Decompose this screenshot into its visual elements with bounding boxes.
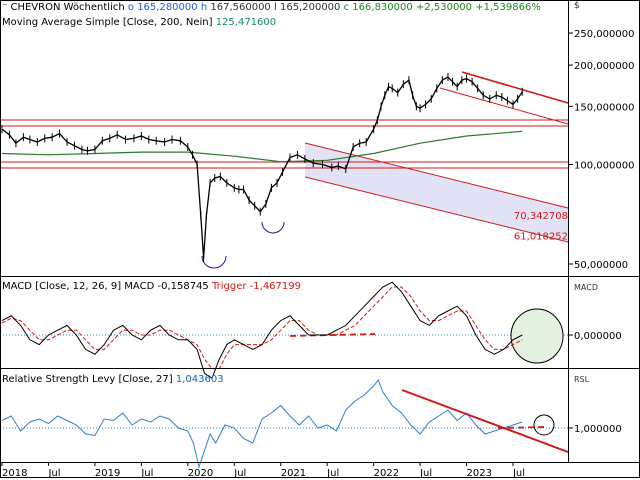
trend-upper-line <box>461 71 569 104</box>
sma-value: 125,471600 <box>215 17 277 28</box>
x-tick-label: Jul <box>512 468 525 479</box>
macd-unit-label: MACD <box>574 283 598 292</box>
x-tick-label: Jul <box>326 468 339 479</box>
price-header: ⁻ CHEVRON Wöchentlich o 165,280000 h 167… <box>2 2 541 14</box>
low-label: l <box>274 2 277 13</box>
channel-upper-line <box>304 142 569 209</box>
rsl-params: [Close, 27] <box>118 374 173 385</box>
sma-header: Moving Average Simple [Close, 200, Nein]… <box>2 17 276 29</box>
channel-lower-line <box>304 176 569 243</box>
price-panel: 250,000000 200,000000 150,000000 100,000000… <box>0 29 634 271</box>
rsl-ytick-label: 1,000000 <box>574 424 622 435</box>
rsl-line <box>1 378 523 469</box>
x-tick-label: 2018 <box>2 468 27 479</box>
x-tick-label: 2021 <box>281 468 306 479</box>
price-ytick-label: 150,000000 <box>574 102 634 113</box>
currency-label: $ <box>574 1 580 11</box>
price-annotation: 61,018252 <box>514 231 568 242</box>
macd-panel: 0,000000 MACD <box>0 281 622 379</box>
rsl-trend-line <box>401 389 569 453</box>
macd-line <box>1 281 523 379</box>
macd-dashed-support <box>289 333 376 337</box>
open-label: o <box>127 2 134 13</box>
rsl-unit-label: RSL <box>574 375 590 384</box>
low-2020-arc <box>201 255 227 269</box>
open-value: 165,280000 <box>137 2 198 13</box>
x-tick-label: Jul <box>47 468 60 479</box>
sma-params: [Close, 200, Nein] <box>122 17 213 28</box>
price-annotation: 70,342708 <box>514 211 568 222</box>
x-tick-label: Jul <box>419 468 432 479</box>
price-ytick-label: 100,000000 <box>574 161 634 172</box>
x-tick-label: Jul <box>140 468 153 479</box>
change-pct-value: +1,539866% <box>475 2 541 13</box>
close-label: c <box>343 2 350 13</box>
macd-name: MACD <box>124 281 155 292</box>
macd-highlight-circle <box>510 308 564 364</box>
macd-ytick-label: 0,000000 <box>574 331 622 342</box>
change-value: +2,530000 <box>415 2 473 13</box>
macd-label: MACD <box>2 281 32 292</box>
macd-params: [Close, 12, 26, 9] <box>35 281 122 292</box>
sma-line <box>1 130 523 163</box>
high-value: 167,560000 <box>210 2 271 13</box>
rsl-highlight-circle <box>533 414 555 436</box>
close-value: 166,830000 <box>352 2 413 13</box>
trigger-label: Trigger <box>211 281 247 292</box>
x-tick-label: Jul <box>233 468 246 479</box>
x-tick-label: 2019 <box>95 468 120 479</box>
low-value: 165,200000 <box>279 2 341 13</box>
x-tick-label: 2023 <box>467 468 492 479</box>
sma-label: Moving Average Simple <box>2 17 120 28</box>
macd-value: -0,158745 <box>157 281 209 292</box>
trigger-value: -1,467199 <box>249 281 301 292</box>
macd-header: MACD [Close, 12, 26, 9] MACD -0,158745 T… <box>2 281 301 293</box>
rsl-label: Relative Strength Levy <box>2 374 116 385</box>
high-label: h <box>200 2 208 13</box>
low-2020b-arc <box>261 221 285 234</box>
trigger-line <box>1 286 523 370</box>
rsl-dashed-support <box>497 426 549 429</box>
x-axis: 2018 Jul 2019 Jul 2020 Jul 2021 Jul 2022 Jul 2023 J… <box>1 462 525 479</box>
period-label: Wöchentlich <box>63 2 125 13</box>
price-ytick-label: 250,000000 <box>574 29 634 40</box>
rsl-header: Relative Strength Levy [Close, 27] 1,043… <box>2 374 224 386</box>
price-ytick-label: 200,000000 <box>574 61 634 72</box>
price-legend-swatch: ⁻ <box>2 2 8 13</box>
rsl-panel: 1,000000 RSL <box>0 375 622 469</box>
x-tick-label: 2020 <box>188 468 213 479</box>
price-ytick-label: 50,000000 <box>574 260 628 271</box>
x-tick-label: 2022 <box>374 468 399 479</box>
rsl-value: 1,043603 <box>175 374 224 385</box>
symbol-name: CHEVRON <box>10 2 61 13</box>
trend-lower-line <box>439 87 569 125</box>
